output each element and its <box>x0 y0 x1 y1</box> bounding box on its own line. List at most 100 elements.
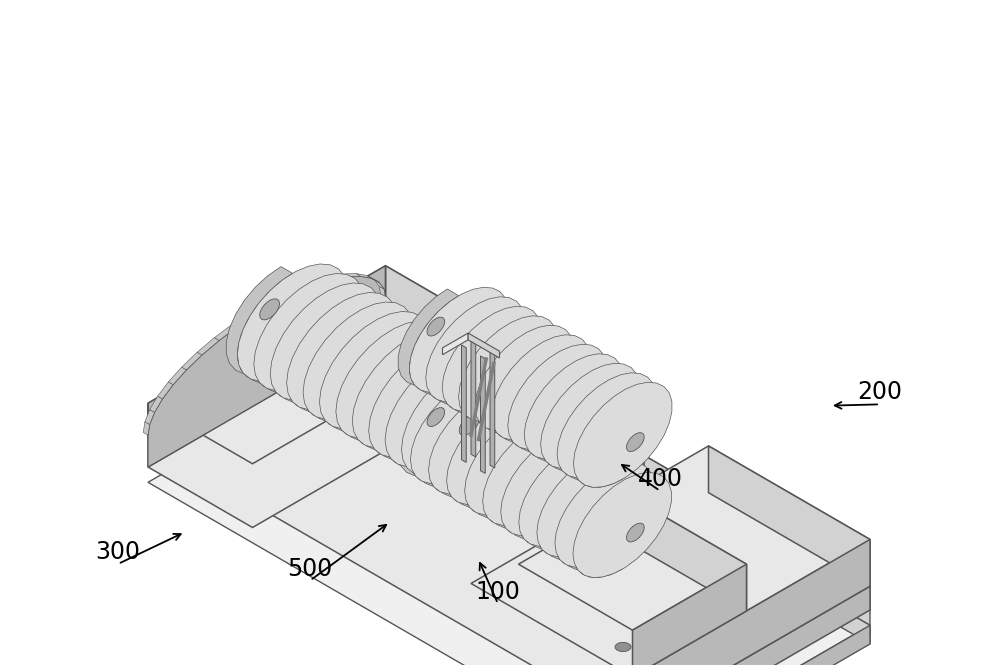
Polygon shape <box>488 432 550 535</box>
Polygon shape <box>465 410 563 515</box>
Polygon shape <box>226 267 292 381</box>
Polygon shape <box>386 266 490 390</box>
Polygon shape <box>633 625 870 665</box>
Polygon shape <box>519 441 617 546</box>
Polygon shape <box>342 273 360 277</box>
Polygon shape <box>243 276 309 390</box>
Polygon shape <box>480 336 541 440</box>
Polygon shape <box>447 399 545 504</box>
Polygon shape <box>475 325 573 430</box>
Polygon shape <box>356 346 618 497</box>
Polygon shape <box>270 283 380 400</box>
Polygon shape <box>602 444 644 467</box>
Polygon shape <box>214 324 238 340</box>
Polygon shape <box>260 299 279 320</box>
Polygon shape <box>537 452 635 557</box>
Polygon shape <box>356 273 371 278</box>
Polygon shape <box>562 384 623 487</box>
Polygon shape <box>327 274 347 280</box>
Polygon shape <box>237 264 347 381</box>
Polygon shape <box>525 453 586 557</box>
Polygon shape <box>626 433 644 452</box>
Polygon shape <box>252 366 870 665</box>
Polygon shape <box>470 421 532 525</box>
Polygon shape <box>561 473 622 577</box>
Polygon shape <box>459 316 557 421</box>
Polygon shape <box>431 308 492 411</box>
Polygon shape <box>633 539 870 665</box>
Polygon shape <box>148 329 490 527</box>
Polygon shape <box>626 523 644 542</box>
Polygon shape <box>310 277 332 285</box>
Polygon shape <box>546 374 606 477</box>
Polygon shape <box>615 642 631 652</box>
Polygon shape <box>529 365 590 468</box>
Polygon shape <box>148 344 870 665</box>
Polygon shape <box>464 327 524 430</box>
Polygon shape <box>708 446 870 587</box>
Polygon shape <box>292 305 358 419</box>
Polygon shape <box>410 378 509 483</box>
Polygon shape <box>148 266 386 467</box>
Polygon shape <box>409 287 508 392</box>
Polygon shape <box>555 462 653 567</box>
Polygon shape <box>374 279 384 289</box>
Polygon shape <box>328 362 590 514</box>
Polygon shape <box>390 362 457 476</box>
Polygon shape <box>623 444 644 483</box>
Polygon shape <box>429 389 527 494</box>
Polygon shape <box>362 366 618 519</box>
Polygon shape <box>358 342 424 457</box>
Polygon shape <box>507 442 568 546</box>
Polygon shape <box>459 414 479 436</box>
Polygon shape <box>398 289 459 392</box>
Polygon shape <box>145 410 154 424</box>
Polygon shape <box>287 293 396 410</box>
Polygon shape <box>362 346 618 498</box>
Polygon shape <box>319 311 429 429</box>
Polygon shape <box>490 366 870 610</box>
Polygon shape <box>415 299 475 402</box>
Polygon shape <box>426 297 524 402</box>
Polygon shape <box>276 295 342 410</box>
Polygon shape <box>386 329 870 636</box>
Polygon shape <box>623 456 644 495</box>
Polygon shape <box>427 317 445 336</box>
Polygon shape <box>386 329 490 420</box>
Polygon shape <box>491 334 590 440</box>
Polygon shape <box>182 352 202 370</box>
Text: 300: 300 <box>96 540 140 564</box>
Polygon shape <box>333 382 590 535</box>
Polygon shape <box>328 382 590 534</box>
Polygon shape <box>356 366 618 517</box>
Polygon shape <box>462 345 466 462</box>
Polygon shape <box>633 498 746 611</box>
Polygon shape <box>490 350 495 468</box>
Polygon shape <box>480 356 485 473</box>
Polygon shape <box>303 302 413 419</box>
Polygon shape <box>468 333 500 358</box>
Polygon shape <box>385 349 495 467</box>
Polygon shape <box>291 283 314 293</box>
Polygon shape <box>573 472 671 577</box>
Polygon shape <box>374 352 440 467</box>
Polygon shape <box>325 324 391 438</box>
Polygon shape <box>254 273 364 391</box>
Polygon shape <box>633 587 870 665</box>
Polygon shape <box>573 382 672 487</box>
Polygon shape <box>513 356 574 459</box>
Polygon shape <box>427 408 445 426</box>
Polygon shape <box>398 380 460 483</box>
Polygon shape <box>401 359 511 476</box>
Polygon shape <box>386 344 870 644</box>
Polygon shape <box>150 396 162 412</box>
Polygon shape <box>483 420 581 525</box>
Text: 400: 400 <box>638 467 682 491</box>
Polygon shape <box>341 333 407 448</box>
Polygon shape <box>168 367 186 385</box>
Polygon shape <box>308 314 375 428</box>
Polygon shape <box>497 346 557 450</box>
Polygon shape <box>369 340 478 458</box>
Polygon shape <box>143 422 150 435</box>
Polygon shape <box>541 363 639 468</box>
